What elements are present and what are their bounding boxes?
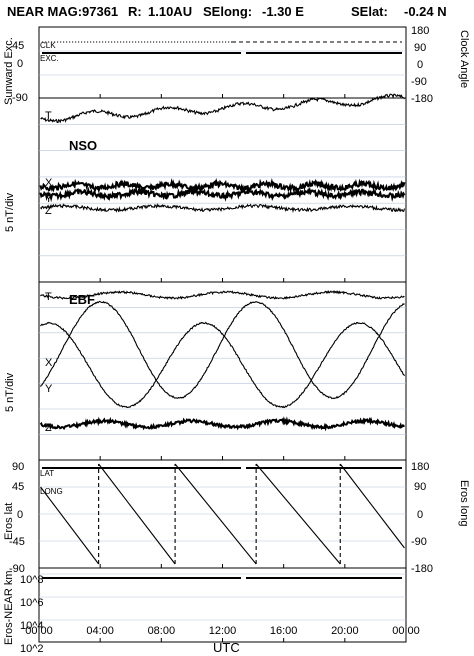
panel4-ylabel-right: Eros long bbox=[458, 480, 470, 526]
ebf-x-trace bbox=[40, 300, 405, 400]
panel4-ytick-right: -180 bbox=[411, 563, 433, 575]
panel-nso: NSO T X Y Z 5 nT/div bbox=[4, 93, 407, 283]
panel3-frame bbox=[38, 281, 407, 461]
long-segment bbox=[98, 463, 176, 565]
x-tick-label: 08:00 bbox=[148, 625, 176, 637]
panel1-ytick-left: 0 bbox=[17, 58, 23, 70]
panel5-ytick: 10^4 bbox=[20, 620, 44, 632]
header-selong-value: -1.30 E bbox=[262, 4, 304, 19]
panel5-ylabel: Eros-NEAR km bbox=[3, 570, 15, 645]
panel4-ytick-left: -45 bbox=[9, 536, 25, 548]
nso-x-trace bbox=[39, 177, 406, 194]
panel-sunward-clock: 45 0 -90 180 90 0 -90 -180 CLK EXC. Sunw… bbox=[3, 25, 470, 105]
panel-eros-near-km: 10^8 10^6 10^4 10^2 Eros-NEAR km bbox=[3, 567, 407, 655]
panel1-frame bbox=[38, 26, 407, 99]
panel5-ytick: 10^2 bbox=[20, 643, 44, 655]
panel4-ytick-left: 0 bbox=[17, 509, 23, 521]
header-selat-value: -0.24 N bbox=[404, 4, 447, 19]
panel1-series-label-clk: CLK bbox=[40, 41, 56, 50]
panel4-ylabel-left: Eros lat bbox=[3, 503, 15, 540]
ebf-label-y: Y bbox=[45, 383, 53, 395]
ebf-y-trace bbox=[40, 321, 405, 409]
nso-z-trace bbox=[40, 203, 406, 214]
panel2-ylabel: 5 nT/div bbox=[4, 192, 16, 232]
nso-label-z: Z bbox=[45, 205, 52, 217]
panel4-ytick-right: 180 bbox=[411, 461, 429, 473]
x-tick-label: 04:00 bbox=[86, 625, 114, 637]
panel4-ytick-left: -90 bbox=[9, 563, 25, 575]
panel1-ylabel-right: Clock Angle bbox=[458, 30, 470, 88]
panel4-ytick-right: 0 bbox=[417, 509, 423, 521]
x-tick-label: 00:00 bbox=[392, 625, 420, 637]
header-mission: NEAR MAG: bbox=[7, 4, 82, 19]
panel4-ytick-left: 45 bbox=[12, 481, 24, 493]
panel1-series-label-exc: EXC. bbox=[40, 54, 59, 63]
nso-label-x: X bbox=[45, 177, 53, 189]
nso-label-y: Y bbox=[45, 193, 53, 205]
nso-y-trace bbox=[39, 186, 406, 203]
x-axis-label: UTC bbox=[213, 640, 240, 655]
x-tick-label: 20:00 bbox=[331, 625, 359, 637]
panel4-ytick-left: 90 bbox=[12, 461, 24, 473]
nso-label-t: T bbox=[45, 110, 52, 122]
long-segment bbox=[40, 486, 100, 565]
panel1-ytick-right: -90 bbox=[411, 76, 427, 88]
panel1-ylabel-left: Sunward Exc. bbox=[3, 37, 15, 105]
panel5-ytick: 10^6 bbox=[20, 597, 44, 609]
panel4-series-label-long: LONG bbox=[40, 487, 63, 496]
panel-eros-lat-long: 90 45 0 -45 -90 180 90 0 -90 -180 LAT LO… bbox=[3, 459, 470, 575]
panel4-long-trace bbox=[40, 463, 405, 565]
header-r-value: 1.10AU bbox=[148, 4, 192, 19]
header-r-label: R: bbox=[128, 4, 142, 19]
x-axis: 00:00 04:00 08:00 12:00 16:00 20:00 00:00 bbox=[25, 94, 420, 642]
ebf-label-t: T bbox=[45, 291, 52, 303]
header-day: 97361 bbox=[82, 4, 118, 19]
x-tick-label: 12:00 bbox=[209, 625, 237, 637]
panel1-ytick-left: 45 bbox=[12, 40, 24, 52]
header-selong-label: SElong: bbox=[203, 4, 252, 19]
long-segment bbox=[339, 463, 405, 549]
ebf-z-trace bbox=[39, 416, 405, 432]
ebf-t-trace bbox=[40, 290, 405, 300]
panel2-label: NSO bbox=[69, 138, 97, 153]
panel1-ytick-right: -180 bbox=[411, 93, 433, 105]
ebf-label-z: Z bbox=[45, 422, 52, 434]
panel5-ytick: 10^8 bbox=[20, 574, 44, 586]
panel4-ytick-right: 90 bbox=[414, 481, 426, 493]
panel1-ytick-right: 90 bbox=[414, 42, 426, 54]
panel1-ytick-left: -90 bbox=[12, 92, 28, 104]
x-tick-label: 00:00 bbox=[25, 625, 53, 637]
ebf-label-x: X bbox=[45, 357, 53, 369]
panel1-ytick-right: 0 bbox=[417, 59, 423, 71]
panel-ebf: EBF T X Y Z 5 nT/div bbox=[4, 281, 407, 461]
panel4-ytick-right: -90 bbox=[411, 536, 427, 548]
x-tick-label: 16:00 bbox=[270, 625, 298, 637]
panel3-ylabel: 5 nT/div bbox=[4, 372, 16, 412]
panel3-label: EBF bbox=[69, 292, 95, 307]
panel1-ytick-right: 180 bbox=[411, 25, 429, 37]
header-selat-label: SElat: bbox=[351, 4, 388, 19]
panel4-series-label-lat: LAT bbox=[40, 469, 54, 478]
nso-t-trace bbox=[40, 93, 405, 124]
long-segment bbox=[255, 463, 341, 565]
long-segment bbox=[174, 463, 257, 565]
